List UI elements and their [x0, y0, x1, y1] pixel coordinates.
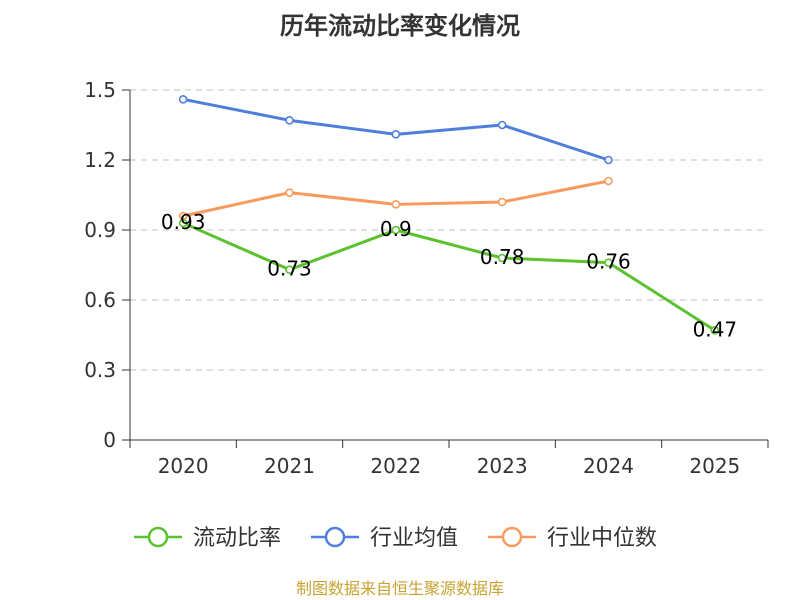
data-point [285, 116, 294, 125]
data-point [391, 200, 401, 209]
y-tick-label: 1.2 [84, 148, 116, 172]
series-line-2 [182, 179, 609, 218]
x-axis: 2020 2021 2022 2023 2024 2025 [129, 439, 769, 478]
data-label: 0.93 [161, 210, 206, 234]
data-point [178, 95, 188, 104]
data-label: 0.47 [693, 317, 738, 341]
legend[interactable]: 流动比率 行业均值 行业中位数 [134, 526, 657, 551]
legend-label: 行业均值 [370, 526, 458, 551]
data-point [710, 326, 720, 335]
x-tick-label: 2023 [477, 454, 528, 478]
data-point [497, 197, 507, 207]
legend-item-2[interactable]: 行业中位数 [488, 526, 657, 551]
data-label: 0.78 [480, 245, 525, 269]
series-group [178, 95, 720, 335]
source-note: 制图数据来自恒生聚源数据库 [296, 579, 504, 598]
y-tick-label: 0.9 [84, 218, 116, 242]
data-point [178, 218, 188, 228]
legend-item-1[interactable]: 行业均值 [311, 526, 458, 551]
data-point [497, 120, 507, 130]
grid [130, 89, 768, 371]
y-tick-label: 0.6 [84, 288, 116, 312]
chart-title: 历年流动比率变化情况 [280, 12, 520, 40]
x-tick-label: 2020 [158, 454, 209, 478]
series-line-1 [182, 97, 609, 162]
data-point [604, 258, 613, 267]
data-point [604, 176, 613, 186]
legend-label: 流动比率 [193, 526, 281, 551]
legend-swatch-marker [501, 526, 523, 548]
x-tick-label: 2024 [583, 454, 634, 478]
data-labels: 0.93 0.73 0.9 0.78 0.76 0.47 [161, 210, 737, 341]
data-label: 0.73 [267, 257, 312, 281]
y-axis: 0 0.3 0.6 0.9 1.2 1.5 [84, 78, 131, 452]
data-label: 0.9 [380, 217, 412, 241]
x-tick-label: 2025 [689, 454, 740, 478]
series-line-0 [182, 221, 716, 332]
y-tick-label: 1.5 [84, 78, 116, 102]
legend-item-0[interactable]: 流动比率 [134, 526, 281, 551]
legend-swatch-marker [324, 526, 346, 548]
x-tick-label: 2022 [370, 454, 421, 478]
legend-swatch-marker [147, 526, 169, 548]
y-tick-label: 0 [103, 428, 116, 452]
x-tick-label: 2021 [264, 454, 315, 478]
y-tick-label: 0.3 [84, 358, 116, 382]
data-point [285, 188, 294, 197]
data-point [604, 155, 613, 165]
data-point [391, 130, 401, 139]
legend-label: 行业中位数 [547, 526, 657, 551]
data-point [285, 265, 294, 274]
data-point [497, 253, 507, 263]
data-point [391, 225, 401, 235]
data-label: 0.76 [586, 250, 631, 274]
